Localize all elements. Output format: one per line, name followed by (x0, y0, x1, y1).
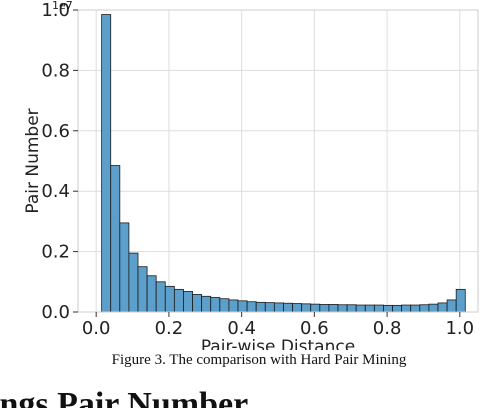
histogram-bars (101, 14, 466, 313)
figure-caption: Figure 3. The comparison with Hard Pair … (111, 352, 407, 368)
histogram-bar (210, 297, 221, 313)
histogram-bar (128, 252, 139, 313)
x-tick-label: 0.4 (227, 318, 256, 339)
x-tick-label: 0.0 (82, 318, 111, 339)
histogram-bar (364, 304, 375, 313)
histogram-bar (337, 304, 348, 313)
heading-fragment: ings Pair Number (0, 388, 249, 408)
histogram-bar (392, 304, 403, 313)
histogram-bar (346, 304, 357, 313)
histogram-bar (419, 304, 430, 313)
histogram-bar (255, 301, 266, 313)
histogram-bar (173, 288, 184, 313)
histogram-chart: 0.0 0.2 0.4 0.6 0.8 1.0 0.0 0.2 0.4 0.6 0.8 1.0 1e… (23, 0, 479, 350)
y-axis-label: Pair Number (23, 108, 43, 213)
histogram-bar (455, 288, 466, 313)
histogram-bar (446, 299, 457, 313)
y-scale-exponent: 1e7 (52, 0, 73, 12)
y-tick-label: 0.6 (41, 121, 70, 142)
x-tick-label: 0.6 (300, 318, 329, 339)
histogram-bar (328, 304, 339, 313)
histogram-bar (237, 300, 248, 313)
histogram-bar (228, 299, 239, 313)
x-axis-ticks: 0.0 0.2 0.4 0.6 0.8 1.0 (82, 312, 474, 339)
histogram-bar (164, 285, 175, 313)
histogram-bar (373, 304, 384, 313)
histogram-bar (410, 304, 421, 313)
histogram-bar (183, 291, 193, 313)
y-tick-label: 1.0 (41, 0, 70, 21)
histogram-bar (246, 301, 257, 313)
histogram-bar (319, 304, 330, 313)
histogram-bar (355, 304, 366, 313)
histogram-bar (110, 165, 121, 313)
x-tick-label: 1.0 (445, 318, 474, 339)
histogram-bar (401, 304, 412, 313)
histogram-bar (101, 14, 112, 313)
y-tick-label: 0.0 (41, 302, 70, 323)
histogram-bar (283, 302, 293, 313)
y-tick-label: 0.8 (41, 60, 70, 81)
histogram-bar (301, 303, 312, 313)
histogram-bar (292, 303, 303, 313)
histogram-bar (192, 294, 203, 313)
cut-off-heading: ings Pair Number (0, 388, 482, 408)
y-tick-label: 0.2 (41, 242, 70, 263)
x-tick-label: 0.2 (155, 318, 184, 339)
histogram-bar (119, 222, 130, 313)
histogram-bar (264, 302, 275, 313)
histogram-bar (219, 298, 230, 313)
x-tick-label: 0.8 (373, 318, 402, 339)
plot-frame (77, 9, 479, 313)
histogram-bar (137, 266, 148, 313)
histogram-bar (437, 302, 448, 313)
histogram-bar (428, 303, 439, 313)
y-tick-label: 0.4 (41, 181, 70, 202)
histogram-bar (146, 275, 157, 313)
histogram-bar (273, 302, 284, 313)
histogram-bar (201, 295, 212, 313)
y-axis-ticks: 0.0 0.2 0.4 0.6 0.8 1.0 (41, 0, 78, 323)
histogram-bar (383, 304, 393, 313)
histogram-bar (155, 281, 166, 313)
x-axis-label: Pair-wise Distance (201, 337, 355, 350)
histogram-bar (310, 303, 321, 313)
